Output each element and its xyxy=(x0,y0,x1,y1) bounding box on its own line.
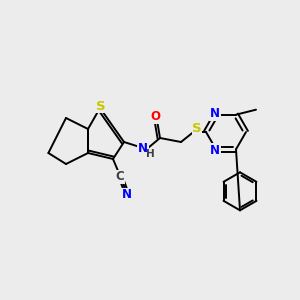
Text: O: O xyxy=(150,110,160,124)
Text: N: N xyxy=(122,188,132,202)
Text: C: C xyxy=(116,170,124,184)
Text: N: N xyxy=(210,107,220,120)
Text: H: H xyxy=(146,149,154,159)
Text: S: S xyxy=(192,122,202,136)
Text: N: N xyxy=(210,144,220,157)
Text: S: S xyxy=(96,100,106,112)
Text: N: N xyxy=(138,142,148,155)
